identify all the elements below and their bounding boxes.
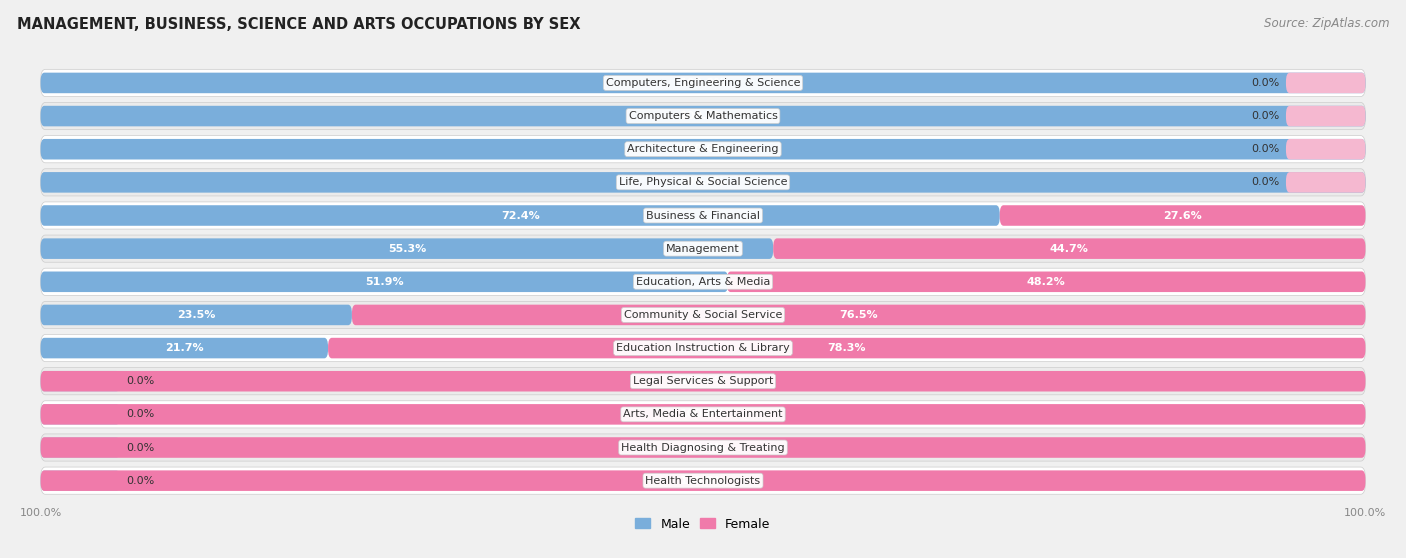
FancyBboxPatch shape [41, 205, 1000, 226]
FancyBboxPatch shape [41, 103, 1365, 129]
Legend: Male, Female: Male, Female [630, 513, 776, 536]
Text: Education Instruction & Library: Education Instruction & Library [616, 343, 790, 353]
Text: 51.9%: 51.9% [366, 277, 404, 287]
Text: 100.0%: 100.0% [681, 177, 725, 187]
FancyBboxPatch shape [41, 202, 1365, 229]
FancyBboxPatch shape [773, 238, 1365, 259]
FancyBboxPatch shape [41, 404, 120, 425]
FancyBboxPatch shape [41, 434, 1365, 461]
FancyBboxPatch shape [41, 305, 352, 325]
Text: 100.0%: 100.0% [681, 475, 725, 485]
FancyBboxPatch shape [41, 136, 1365, 163]
FancyBboxPatch shape [41, 139, 1365, 160]
Text: Legal Services & Support: Legal Services & Support [633, 376, 773, 386]
FancyBboxPatch shape [41, 467, 1365, 494]
Text: Computers & Mathematics: Computers & Mathematics [628, 111, 778, 121]
FancyBboxPatch shape [41, 338, 328, 358]
Text: Health Technologists: Health Technologists [645, 475, 761, 485]
Text: Source: ZipAtlas.com: Source: ZipAtlas.com [1264, 17, 1389, 30]
FancyBboxPatch shape [41, 470, 1365, 491]
FancyBboxPatch shape [41, 437, 120, 458]
FancyBboxPatch shape [41, 371, 120, 392]
Text: Life, Physical & Social Science: Life, Physical & Social Science [619, 177, 787, 187]
FancyBboxPatch shape [41, 368, 1365, 395]
FancyBboxPatch shape [41, 235, 1365, 262]
Text: MANAGEMENT, BUSINESS, SCIENCE AND ARTS OCCUPATIONS BY SEX: MANAGEMENT, BUSINESS, SCIENCE AND ARTS O… [17, 17, 581, 32]
Text: 21.7%: 21.7% [165, 343, 204, 353]
FancyBboxPatch shape [1286, 139, 1365, 160]
FancyBboxPatch shape [41, 69, 1365, 97]
FancyBboxPatch shape [352, 305, 1365, 325]
FancyBboxPatch shape [41, 401, 1365, 428]
Text: 0.0%: 0.0% [1251, 144, 1279, 154]
Text: 100.0%: 100.0% [681, 111, 725, 121]
Text: Business & Financial: Business & Financial [645, 210, 761, 220]
Text: 72.4%: 72.4% [501, 210, 540, 220]
Text: 78.3%: 78.3% [828, 343, 866, 353]
Text: 0.0%: 0.0% [1251, 177, 1279, 187]
Text: 100.0%: 100.0% [681, 144, 725, 154]
Text: 27.6%: 27.6% [1163, 210, 1202, 220]
Text: Arts, Media & Entertainment: Arts, Media & Entertainment [623, 410, 783, 420]
Text: 100.0%: 100.0% [681, 78, 725, 88]
FancyBboxPatch shape [1286, 106, 1365, 126]
FancyBboxPatch shape [41, 106, 1365, 126]
FancyBboxPatch shape [41, 334, 1365, 362]
Text: Architecture & Engineering: Architecture & Engineering [627, 144, 779, 154]
Text: 0.0%: 0.0% [1251, 78, 1279, 88]
Text: 44.7%: 44.7% [1050, 244, 1088, 254]
FancyBboxPatch shape [41, 272, 728, 292]
FancyBboxPatch shape [328, 338, 1365, 358]
Text: 100.0%: 100.0% [681, 410, 725, 420]
Text: Education, Arts & Media: Education, Arts & Media [636, 277, 770, 287]
Text: 0.0%: 0.0% [127, 376, 155, 386]
Text: 100.0%: 100.0% [681, 376, 725, 386]
Text: Management: Management [666, 244, 740, 254]
Text: 0.0%: 0.0% [1251, 111, 1279, 121]
Text: Community & Social Service: Community & Social Service [624, 310, 782, 320]
FancyBboxPatch shape [1286, 73, 1365, 93]
FancyBboxPatch shape [41, 301, 1365, 329]
Text: 76.5%: 76.5% [839, 310, 877, 320]
FancyBboxPatch shape [41, 169, 1365, 196]
Text: Computers, Engineering & Science: Computers, Engineering & Science [606, 78, 800, 88]
FancyBboxPatch shape [41, 437, 1365, 458]
Text: 100.0%: 100.0% [681, 442, 725, 453]
Text: 0.0%: 0.0% [127, 442, 155, 453]
FancyBboxPatch shape [41, 172, 1365, 193]
Text: 0.0%: 0.0% [127, 410, 155, 420]
FancyBboxPatch shape [41, 404, 1365, 425]
FancyBboxPatch shape [41, 268, 1365, 295]
Text: 23.5%: 23.5% [177, 310, 215, 320]
Text: 0.0%: 0.0% [127, 475, 155, 485]
FancyBboxPatch shape [41, 470, 120, 491]
Text: Health Diagnosing & Treating: Health Diagnosing & Treating [621, 442, 785, 453]
FancyBboxPatch shape [41, 73, 1365, 93]
FancyBboxPatch shape [1286, 172, 1365, 193]
Text: 48.2%: 48.2% [1026, 277, 1066, 287]
FancyBboxPatch shape [41, 371, 1365, 392]
Text: 55.3%: 55.3% [388, 244, 426, 254]
FancyBboxPatch shape [1000, 205, 1365, 226]
FancyBboxPatch shape [727, 272, 1365, 292]
FancyBboxPatch shape [41, 238, 773, 259]
